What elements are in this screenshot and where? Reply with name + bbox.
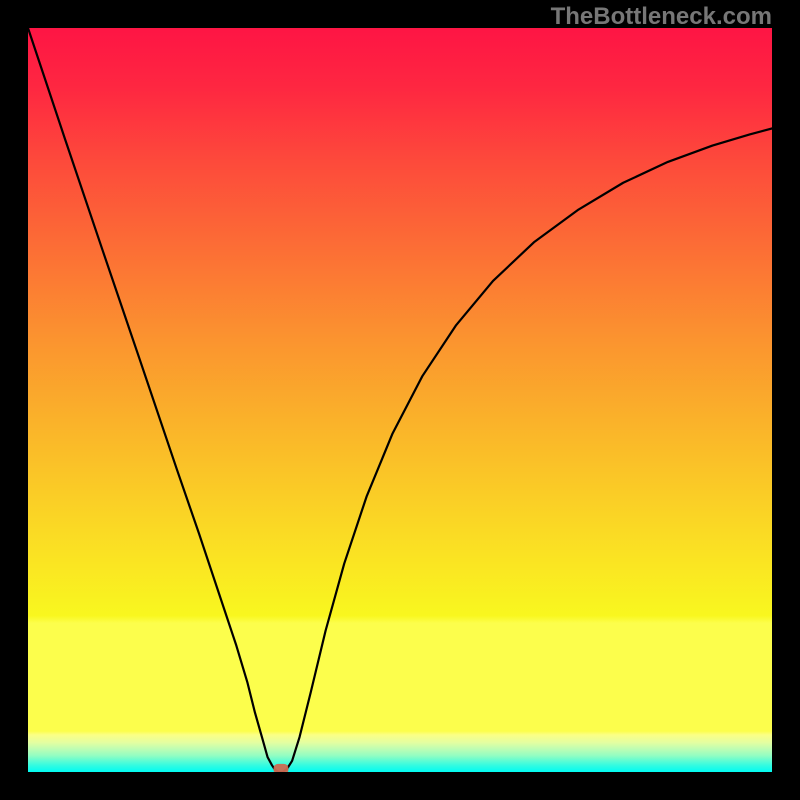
plot-area	[28, 28, 772, 772]
chart-svg	[28, 28, 772, 772]
minimum-marker	[274, 764, 289, 772]
watermark-text: TheBottleneck.com	[551, 3, 772, 31]
chart-background	[28, 28, 772, 772]
